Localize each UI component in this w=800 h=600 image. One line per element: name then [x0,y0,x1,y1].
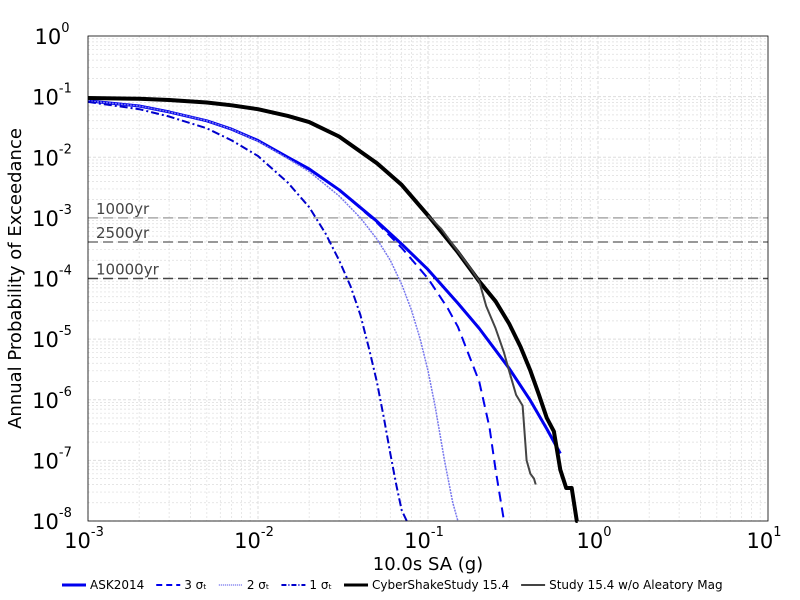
legend-label: CyberShakeStudy 15.4 [372,578,509,592]
y-tick-label: 100 [34,21,69,49]
legend: ASK2014 3 σₜ 2 σₜ 1 σₜ CyberShakeStudy 15.4 S… [62,578,723,592]
x-axis-title: 10.0s SA (g) [373,554,483,575]
reference-line-label: 2500yr [96,224,150,242]
y-tick-label: 10-2 [32,142,72,170]
y-tick-label: 10-6 [32,385,72,413]
legend-label: Study 15.4 w/o Aleatory Mag [549,578,723,592]
y-tick-label: 10-4 [32,264,72,292]
plot-frame [87,35,769,522]
x-tick-label: 100 [576,525,611,553]
y-tick-label: 10-3 [32,203,72,231]
y-tick-label: 10-1 [32,82,72,110]
x-tick-labels: 10-3 10-2 10-1 100 101 [64,525,781,553]
x-tick-label: 10-3 [64,525,104,553]
legend-label: 1 σₜ [309,578,332,592]
x-tick-label: 10-2 [234,525,274,553]
series-line-6 [427,214,537,485]
series-line-4 [87,100,408,522]
y-tick-label: 10-8 [32,506,72,534]
legend-label: ASK2014 [90,578,144,592]
x-tick-label: 101 [746,525,781,553]
legend-label: 2 σₜ [247,578,270,592]
y-tick-labels: 100 10-1 10-2 10-3 10-4 10-5 10-6 10-7 10-8 [32,21,72,534]
reference-line-label: 10000yr [96,261,160,279]
y-tick-label: 10-7 [32,445,72,473]
reference-line-label: 1000yr [96,200,150,218]
series-lines [87,96,579,523]
y-axis-title: Annual Probability of Exceedance [5,128,26,429]
legend-label: 3 σₜ [184,578,207,592]
y-tick-label: 10-5 [32,324,72,352]
x-tick-label: 10-1 [404,525,444,553]
